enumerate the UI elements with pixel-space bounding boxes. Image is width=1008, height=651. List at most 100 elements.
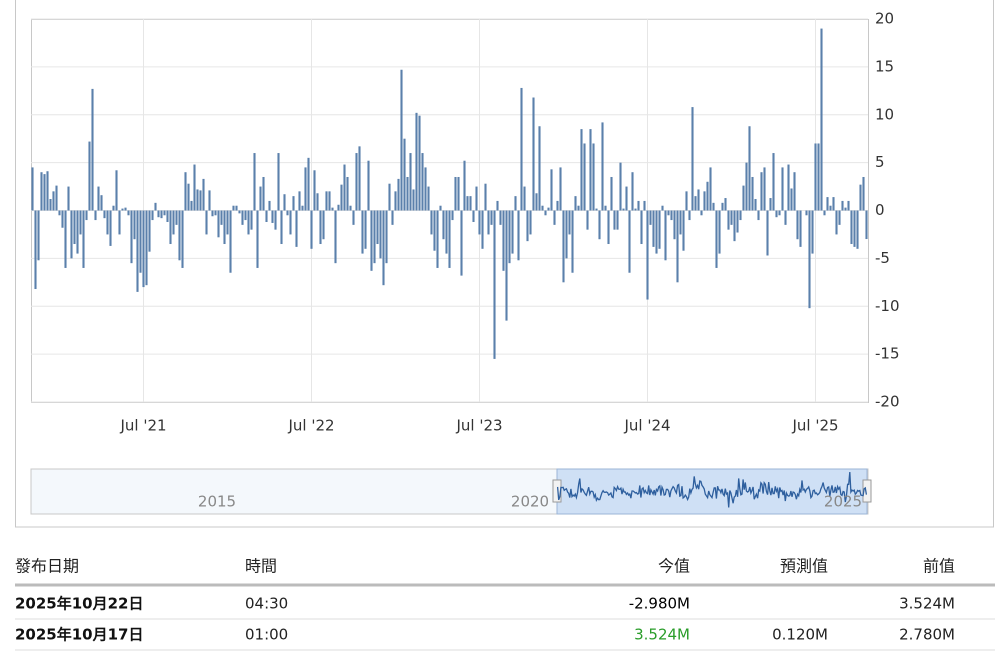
bar	[406, 176, 409, 211]
bar	[643, 200, 646, 211]
bar	[61, 210, 64, 228]
bar	[805, 210, 808, 216]
y-tick-label: -5	[875, 249, 890, 267]
bar	[70, 210, 73, 259]
bar	[817, 143, 820, 211]
x-tick-label: Jul '23	[455, 417, 502, 435]
bar	[754, 199, 757, 211]
bar	[220, 210, 223, 225]
bar	[214, 210, 217, 216]
bar	[157, 210, 160, 218]
bar	[484, 183, 487, 211]
bar	[568, 210, 571, 235]
table-header: 發布日期	[15, 557, 79, 576]
bar	[850, 210, 853, 245]
y-tick-label: 15	[875, 57, 894, 75]
bar	[658, 210, 661, 249]
bar	[364, 210, 367, 249]
bar	[781, 167, 784, 211]
bar	[37, 210, 40, 261]
bar	[58, 210, 61, 216]
bar	[196, 189, 199, 211]
bar	[403, 138, 406, 211]
bar	[625, 186, 628, 211]
bar	[142, 210, 145, 288]
y-tick-label: -15	[875, 345, 900, 363]
bar	[478, 210, 481, 235]
bar	[283, 194, 286, 211]
bar	[637, 200, 640, 211]
bar	[718, 210, 721, 254]
bar	[343, 164, 346, 211]
bar	[427, 186, 430, 211]
bar	[340, 184, 343, 211]
bar	[130, 210, 133, 264]
bar	[508, 210, 511, 264]
bar	[433, 210, 436, 251]
bar	[727, 210, 730, 230]
bar	[685, 191, 688, 211]
bar	[460, 210, 463, 276]
bar	[148, 210, 151, 252]
bar	[463, 160, 466, 211]
bar	[760, 172, 763, 211]
bar	[583, 143, 586, 211]
bar	[514, 196, 517, 211]
bar	[739, 210, 742, 221]
bar	[796, 210, 799, 240]
table-cell: 2.780M	[899, 626, 955, 644]
bar	[334, 210, 337, 264]
bar	[838, 210, 841, 225]
bar	[316, 193, 319, 211]
bar	[325, 191, 328, 211]
bar	[310, 210, 313, 249]
bar	[256, 210, 259, 268]
bar	[67, 186, 70, 211]
bar	[604, 205, 607, 211]
bar	[679, 210, 682, 235]
navigator-label: 2020	[511, 493, 549, 511]
bar	[607, 210, 610, 245]
navigator-handle[interactable]	[862, 479, 872, 503]
bar	[493, 210, 496, 359]
bar	[277, 153, 280, 211]
bar	[580, 129, 583, 211]
bar	[862, 176, 865, 211]
bar	[193, 164, 196, 211]
bar	[610, 176, 613, 211]
bar	[712, 202, 715, 211]
bar	[829, 205, 832, 211]
bar	[394, 191, 397, 211]
bar	[517, 210, 520, 261]
bar	[499, 210, 502, 225]
bar	[367, 160, 370, 211]
bar	[103, 210, 106, 219]
bar	[448, 210, 451, 268]
bar	[844, 207, 847, 211]
navigator-selection[interactable]	[556, 468, 868, 515]
bar	[442, 210, 445, 240]
bar	[55, 185, 58, 211]
bar	[46, 171, 49, 211]
bar	[469, 196, 472, 211]
bar	[682, 210, 685, 251]
bar	[358, 146, 361, 211]
bar	[640, 210, 643, 245]
bar	[619, 162, 622, 211]
table-cell: 2025年10月17日	[15, 626, 144, 644]
bar	[121, 208, 124, 211]
y-tick-label: -10	[875, 297, 900, 315]
bar	[226, 210, 229, 235]
bar	[154, 202, 157, 211]
bar	[181, 210, 184, 268]
bar	[430, 210, 433, 235]
bar	[217, 210, 220, 238]
bar	[832, 197, 835, 211]
bar	[133, 210, 136, 240]
bar	[400, 69, 403, 211]
bar	[472, 210, 475, 222]
bar	[337, 204, 340, 211]
bar	[328, 191, 331, 211]
bar	[496, 200, 499, 211]
bar	[190, 200, 193, 211]
